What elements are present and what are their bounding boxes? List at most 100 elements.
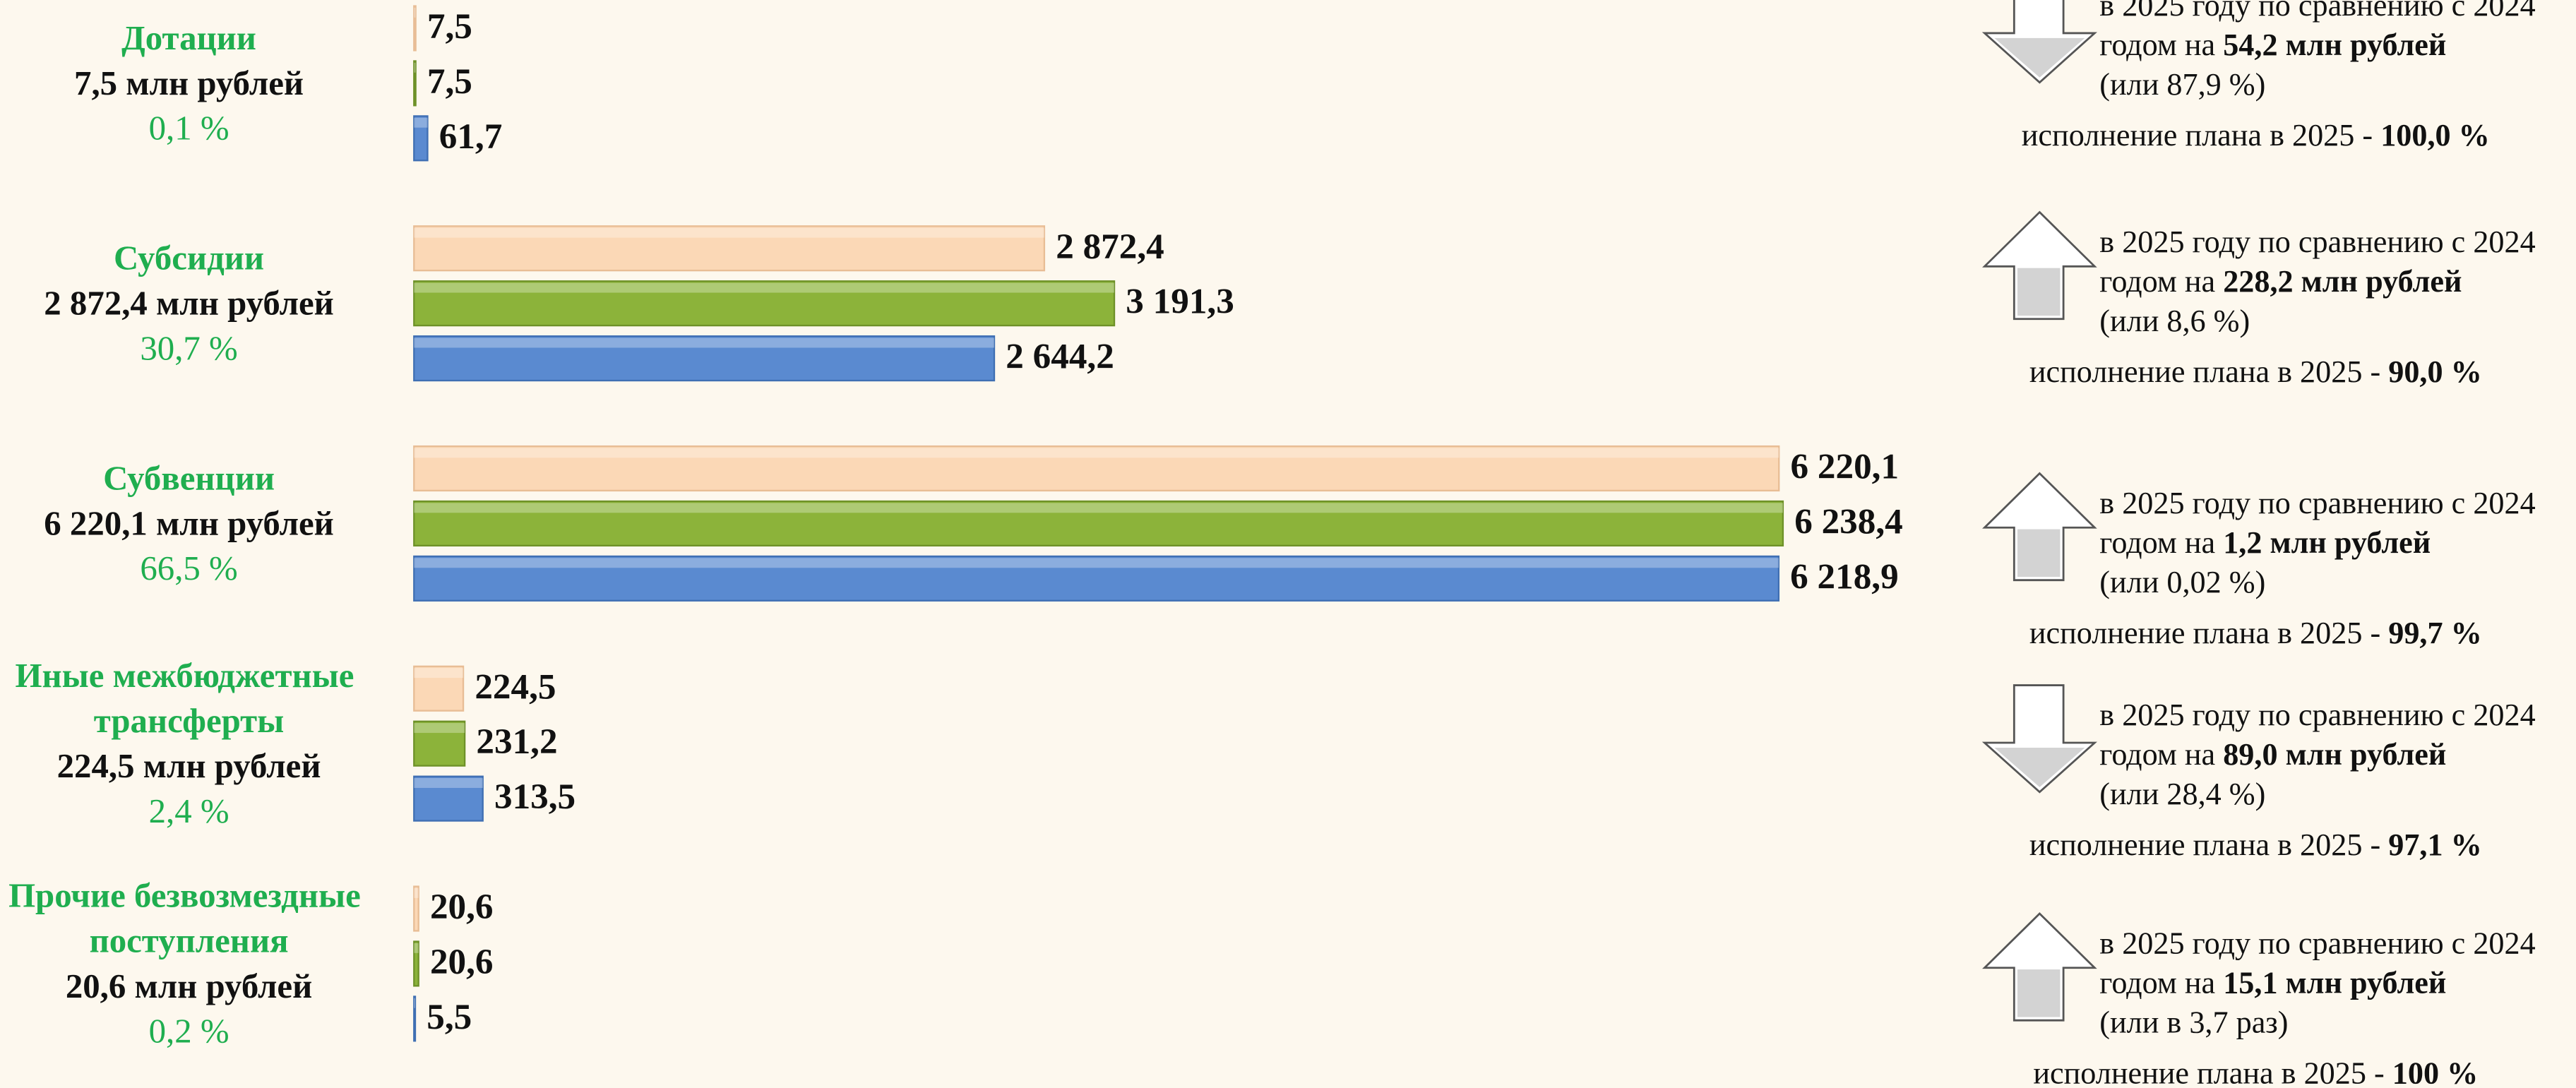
bar-highlight bbox=[414, 723, 465, 734]
bar bbox=[413, 60, 417, 107]
value-label: 20,6 bbox=[430, 942, 494, 982]
value-label: 224,5 bbox=[475, 666, 556, 707]
category-amount: 7,5 млн рублей bbox=[74, 64, 304, 102]
plan-value: 100,0 % bbox=[2380, 118, 2490, 153]
value-label: 5,5 bbox=[427, 997, 472, 1037]
bar-highlight bbox=[414, 227, 1044, 238]
bar-highlight bbox=[414, 448, 1779, 458]
comparison-note: (или в 3,7 раз) bbox=[2099, 1005, 2288, 1039]
category-share: 2,4 % bbox=[149, 791, 229, 830]
bar bbox=[413, 885, 419, 932]
comparison-line: в 2025 году по сравнению с 2024 bbox=[2099, 0, 2535, 23]
comparison-value: 54,2 млн рублей bbox=[2223, 28, 2446, 62]
comparison-prefix: годом на bbox=[2099, 965, 2223, 1000]
bar bbox=[413, 225, 1046, 272]
plan-value: 99,7 % bbox=[2388, 616, 2482, 650]
comparison-line: в 2025 году по сравнению с 2024 bbox=[2099, 698, 2535, 732]
value-label: 7,5 bbox=[427, 61, 472, 102]
comparison-prefix: годом на bbox=[2099, 525, 2223, 560]
bar-highlight bbox=[414, 117, 428, 128]
comparison-value: 1,2 млн рублей bbox=[2223, 525, 2431, 560]
category-amount: 2 872,4 млн рублей bbox=[44, 284, 334, 323]
comparison-prefix: годом на bbox=[2099, 28, 2223, 62]
plan-value: 90,0 % bbox=[2388, 354, 2482, 389]
category-share: 0,1 % bbox=[149, 109, 229, 148]
bar bbox=[413, 720, 466, 767]
category-share: 0,2 % bbox=[149, 1012, 229, 1051]
plan-text: исполнение плана в 2025 - bbox=[2022, 118, 2380, 153]
plan-line: исполнение плана в 2025 - 97,1 % bbox=[2029, 827, 2482, 862]
bar bbox=[413, 665, 465, 712]
bar-highlight bbox=[414, 887, 419, 898]
value-label: 313,5 bbox=[494, 777, 576, 817]
plan-line: исполнение плана в 2025 - 100 % bbox=[2033, 1056, 2478, 1088]
comparison-prefix: годом на bbox=[2099, 737, 2223, 772]
comparison-value: 89,0 млн рублей bbox=[2223, 737, 2446, 772]
bar bbox=[413, 280, 1116, 327]
arrow-up bbox=[1982, 210, 2097, 321]
category-line: трансферты bbox=[94, 701, 284, 740]
bar bbox=[413, 500, 1784, 546]
arrow-fill bbox=[2017, 268, 2061, 316]
comparison-line: в 2025 году по сравнению с 2024 bbox=[2099, 486, 2535, 520]
category-amount: 6 220,1 млн рублей bbox=[44, 503, 334, 542]
comparison-line: в 2025 году по сравнению с 2024 bbox=[2099, 225, 2535, 259]
value-label: 231,2 bbox=[476, 722, 557, 762]
plan-text: исполнение плана в 2025 - bbox=[2029, 354, 2388, 389]
arrow-down bbox=[1981, 684, 2097, 794]
plan-line: исполнение плана в 2025 - 100,0 % bbox=[2022, 118, 2490, 153]
arrow-up bbox=[1982, 912, 2097, 1022]
plan-text: исполнение плана в 2025 - bbox=[2029, 827, 2388, 862]
category-share: 66,5 % bbox=[140, 549, 237, 587]
comparison-note: (или 87,9 %) bbox=[2099, 67, 2265, 102]
category-share: 30,7 % bbox=[140, 328, 237, 367]
bar-highlight bbox=[414, 558, 1779, 568]
comparison-note: (или 0,02 %) bbox=[2099, 565, 2265, 599]
arrow-up bbox=[1982, 472, 2097, 582]
category-line: Прочие безвозмездные bbox=[8, 876, 369, 915]
comparison-note: (или 8,6 %) bbox=[2099, 304, 2250, 338]
arrow-fill bbox=[2017, 969, 2061, 1017]
comparison-change: годом на 1,2 млн рублей bbox=[2099, 525, 2431, 560]
value-label: 3 191,3 bbox=[1126, 282, 1234, 322]
bar bbox=[413, 996, 417, 1042]
comparison-change: годом на 228,2 млн рублей bbox=[2099, 264, 2462, 299]
arrow-fill bbox=[1994, 37, 2085, 78]
comparison-change: годом на 89,0 млн рублей bbox=[2099, 737, 2446, 772]
comparison-note: (или 28,4 %) bbox=[2099, 777, 2265, 811]
bar bbox=[413, 555, 1780, 602]
value-label: 6 220,1 bbox=[1791, 447, 1900, 487]
comparison-prefix: годом на bbox=[2099, 264, 2223, 299]
comparison-line: в 2025 году по сравнению с 2024 bbox=[2099, 926, 2535, 961]
category-amount: 224,5 млн рублей bbox=[57, 746, 321, 785]
bar-highlight bbox=[414, 62, 416, 73]
plan-text: исполнение плана в 2025 - bbox=[2029, 616, 2388, 650]
value-label: 20,6 bbox=[430, 887, 494, 927]
arrow-fill bbox=[2017, 529, 2061, 578]
arrow-fill bbox=[1994, 747, 2085, 787]
value-label: 7,5 bbox=[427, 6, 472, 47]
comparison-value: 15,1 млн рублей bbox=[2223, 965, 2446, 1000]
bar-highlight bbox=[414, 7, 416, 18]
plan-value: 100 % bbox=[2392, 1056, 2479, 1088]
bar-highlight bbox=[414, 943, 419, 953]
bar bbox=[413, 445, 1780, 492]
category-line: Иные межбюджетные bbox=[15, 656, 362, 695]
bar-highlight bbox=[414, 998, 415, 1008]
plan-line: исполнение плана в 2025 - 99,7 % bbox=[2029, 616, 2482, 650]
value-label: 2 644,2 bbox=[1006, 337, 1114, 377]
bar-highlight bbox=[414, 337, 994, 348]
plan-line: исполнение плана в 2025 - 90,0 % bbox=[2029, 354, 2482, 389]
bar bbox=[413, 940, 419, 987]
category-line: поступления bbox=[90, 921, 289, 960]
category-amount: 20,6 млн рублей bbox=[66, 967, 312, 1005]
bar bbox=[413, 5, 417, 52]
plan-value: 97,1 % bbox=[2388, 827, 2482, 862]
category-label: Субвенции bbox=[103, 458, 275, 497]
value-label: 6 238,4 bbox=[1794, 501, 1903, 542]
category-label: Дотации bbox=[121, 18, 256, 57]
value-label: 6 218,9 bbox=[1790, 556, 1899, 597]
comparison-value: 228,2 млн рублей bbox=[2223, 264, 2462, 299]
category-label: Прочие безвозмездные поступления bbox=[8, 876, 369, 960]
bar-highlight bbox=[414, 778, 483, 788]
